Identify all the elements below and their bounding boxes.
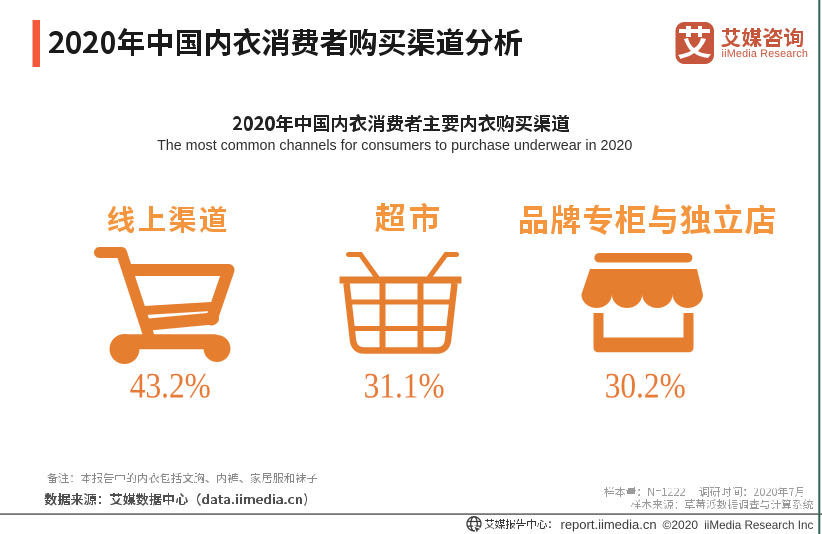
svg-text:The most common channels for c: The most common channels for consumers t…	[157, 138, 632, 154]
svg-text:30.2%: 30.2%	[605, 366, 686, 406]
svg-text:43.2%: 43.2%	[130, 366, 211, 406]
svg-text:©2020: ©2020	[663, 518, 699, 532]
svg-text:report.iimedia.cn: report.iimedia.cn	[561, 517, 657, 532]
svg-text:31.1%: 31.1%	[364, 366, 445, 406]
svg-text:iiMedia Research Inc: iiMedia Research Inc	[704, 519, 813, 532]
svg-text:iiMedia Research: iiMedia Research	[722, 48, 809, 60]
